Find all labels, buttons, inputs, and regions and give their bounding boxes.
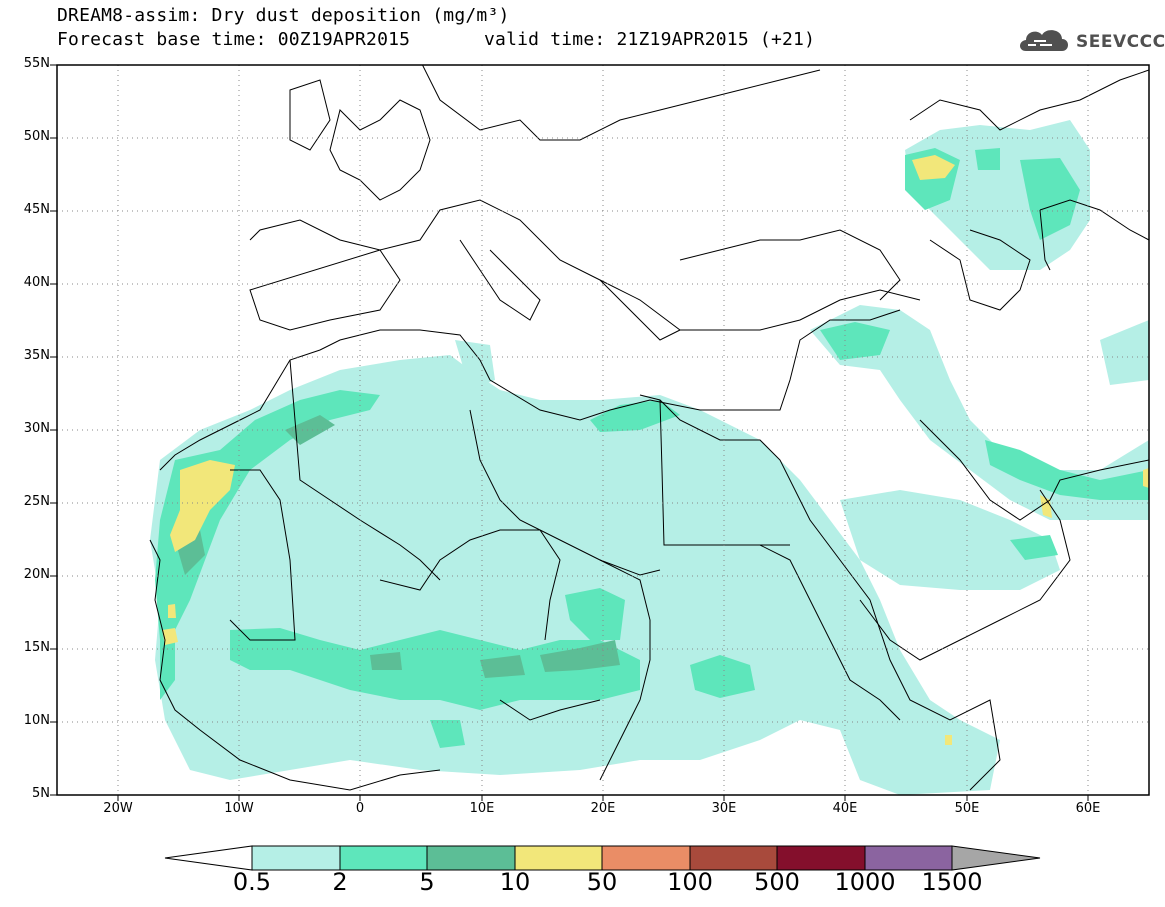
cloud-logo-icon	[1020, 30, 1068, 51]
lat-label: 55N	[23, 56, 50, 71]
colorbar-bin-3	[514, 845, 603, 871]
coastlines-and-borders	[149, 65, 1149, 791]
colorbar-bin-6	[776, 845, 866, 871]
colorbar-bin-2	[426, 845, 516, 871]
colorbar-label: 5	[419, 868, 435, 896]
lat-label: 15N	[23, 640, 50, 655]
colorbar-bin-0	[251, 845, 341, 871]
colorbar-label: 1000	[834, 868, 896, 896]
colorbar-bin-1	[339, 845, 428, 871]
colorbar-bin-7	[864, 845, 953, 871]
lat-label: 10N	[23, 713, 50, 728]
lon-label: 20E	[590, 801, 616, 816]
colorbar-label: 0.5	[232, 868, 272, 896]
colorbar-under-arrow	[164, 845, 253, 871]
lat-label: 35N	[23, 348, 50, 363]
lon-label: 50E	[954, 801, 980, 816]
lon-label: 10E	[469, 801, 495, 816]
colorbar-bin-4	[601, 845, 691, 871]
colorbar-label: 100	[667, 868, 713, 896]
colorbar-label: 50	[586, 868, 618, 896]
lat-label: 45N	[23, 202, 50, 217]
axis-ticks	[50, 64, 1089, 801]
lat-label: 50N	[23, 129, 50, 144]
forecast-base-time: Forecast base time: 00Z19APR2015	[57, 29, 411, 50]
colorbar-over-arrow	[951, 845, 1041, 871]
lon-label: 30E	[711, 801, 737, 816]
lon-label: 20W	[103, 801, 133, 816]
lon-label: 10W	[224, 801, 254, 816]
colorbar	[164, 845, 1041, 871]
deposition-level-10	[162, 155, 1149, 745]
lon-label: 0	[355, 801, 365, 816]
lon-label: 40E	[832, 801, 858, 816]
colorbar-label: 1500	[921, 868, 983, 896]
lat-label: 40N	[23, 275, 50, 290]
lon-label: 60E	[1075, 801, 1101, 816]
deposition-level-5	[175, 415, 620, 678]
colorbar-label: 2	[332, 868, 348, 896]
colorbar-label: 500	[754, 868, 800, 896]
logo-text: SEEVCCC	[1076, 32, 1165, 52]
lat-label: 5N	[32, 786, 50, 801]
valid-time: valid time: 21Z19APR2015 (+21)	[484, 29, 816, 50]
lat-label: 30N	[23, 421, 50, 436]
map-title: DREAM8-assim: Dry dust deposition (mg/m³…	[57, 5, 510, 26]
lat-lon-grid	[57, 65, 1149, 795]
seevccc-logo: SEEVCCC	[1016, 23, 1165, 59]
lat-label: 20N	[23, 567, 50, 582]
colorbar-bin-5	[689, 845, 778, 871]
lat-label: 25N	[23, 494, 50, 509]
colorbar-label: 10	[499, 868, 531, 896]
